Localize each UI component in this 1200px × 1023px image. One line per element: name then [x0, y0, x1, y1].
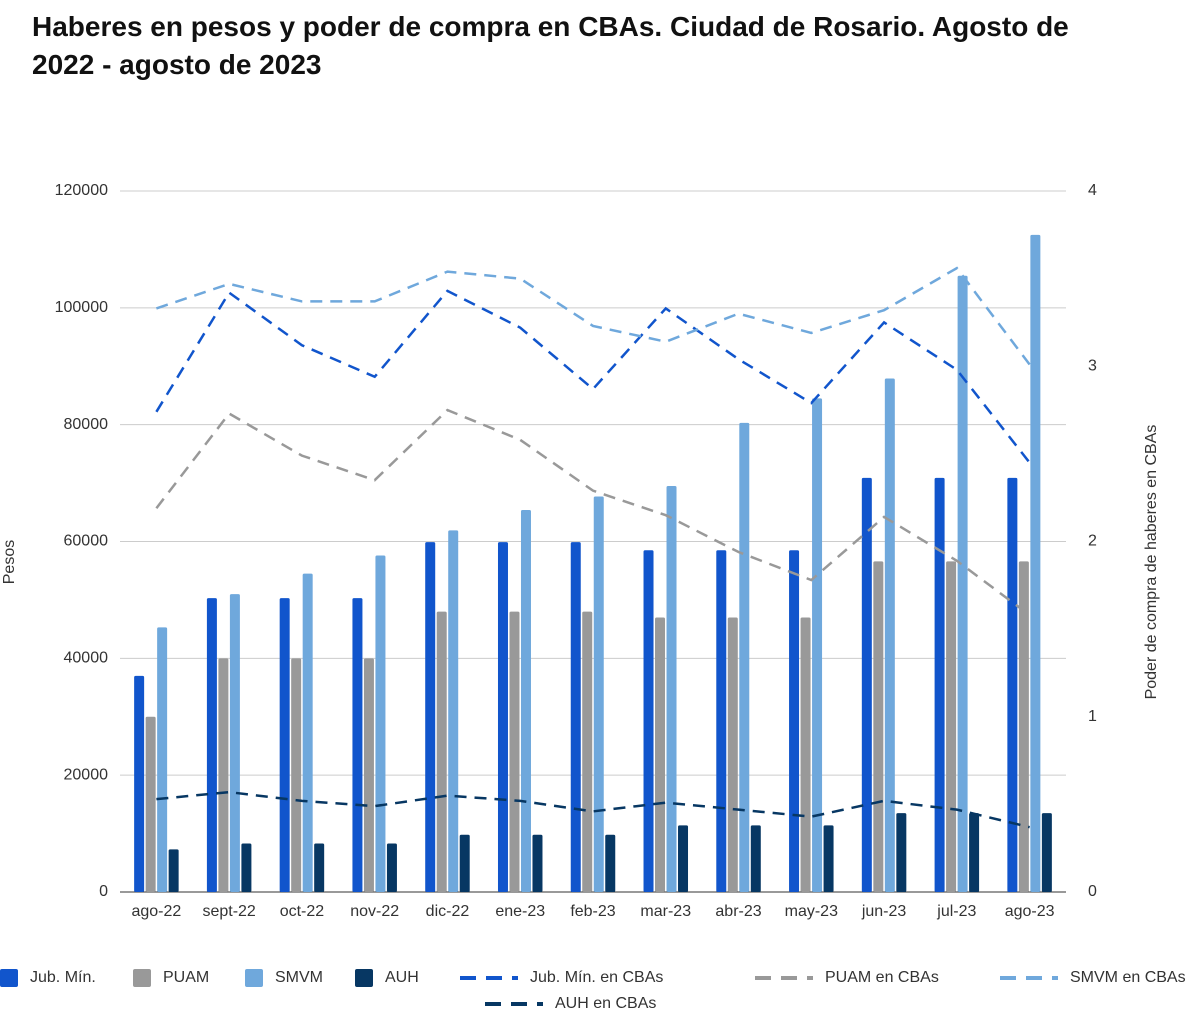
bar — [823, 825, 834, 892]
legend: Jub. Mín. PUAM SMVM AUH Jub. Mín. en CBAs PUA… — [0, 969, 1186, 1012]
bar — [448, 530, 459, 892]
bar — [655, 617, 666, 892]
bar — [582, 611, 593, 892]
legend-label: AUH en CBAs — [555, 995, 656, 1012]
x-tick-label: ago-22 — [131, 903, 181, 920]
y2-tick-label: 2 — [1088, 533, 1097, 550]
bar — [969, 813, 980, 892]
bar — [168, 849, 179, 892]
bar — [812, 398, 823, 892]
y-tick-label: 0 — [99, 883, 108, 900]
x-tick-label: oct-22 — [280, 903, 325, 920]
bar — [884, 378, 895, 893]
y-tick-label: 20000 — [64, 766, 109, 783]
bar — [800, 617, 811, 892]
y-tick-label: 40000 — [64, 650, 109, 667]
y2-tick-label: 3 — [1088, 357, 1097, 374]
y-tick-label: 120000 — [55, 182, 108, 199]
line — [155, 289, 1031, 464]
bar — [229, 594, 240, 892]
legend-label: PUAM en CBAs — [825, 969, 939, 986]
x-tick-label: may-23 — [785, 903, 838, 920]
bar — [520, 509, 531, 892]
bar — [302, 573, 313, 892]
y2-tick-label: 4 — [1088, 182, 1097, 199]
legend-label: PUAM — [163, 969, 209, 986]
line — [156, 790, 1030, 829]
bar — [509, 611, 520, 892]
bar — [570, 542, 581, 892]
legend-swatch — [245, 969, 263, 987]
line — [155, 408, 1031, 617]
legend-label: AUH — [385, 969, 419, 986]
legend-swatch — [355, 969, 373, 987]
y2-tick-label: 0 — [1088, 883, 1097, 900]
bar — [605, 834, 616, 892]
x-tick-label: feb-23 — [570, 903, 615, 920]
bar — [666, 486, 677, 892]
legend-label: SMVM — [275, 969, 323, 986]
x-tick-label: abr-23 — [715, 903, 761, 920]
bar — [643, 550, 654, 892]
bar — [145, 716, 156, 892]
bar — [896, 813, 907, 892]
bar — [241, 843, 252, 892]
bar — [134, 675, 145, 892]
bar — [436, 611, 447, 892]
y-tick-label: 100000 — [55, 299, 108, 316]
bar — [1007, 477, 1018, 892]
y-tick-label: 60000 — [64, 533, 109, 550]
bar — [873, 561, 884, 892]
x-tick-label: ene-23 — [495, 903, 545, 920]
bar — [727, 617, 738, 892]
bar — [934, 477, 945, 892]
x-tick-label: jun-23 — [861, 903, 907, 920]
bar — [375, 555, 386, 892]
bar — [678, 825, 689, 892]
bar — [291, 658, 302, 892]
bar — [218, 658, 229, 892]
x-tick-label: sept-22 — [202, 903, 255, 920]
bar — [1030, 234, 1041, 892]
y2-tick-label: 1 — [1088, 708, 1097, 725]
bar — [1041, 813, 1052, 892]
bar — [279, 598, 290, 892]
legend-label: Jub. Mín. — [30, 969, 96, 986]
y2-axis-title: Poder de compra de haberes en CBAs — [1143, 425, 1160, 700]
bar — [314, 843, 325, 892]
legend-swatch — [133, 969, 151, 987]
bar — [532, 834, 543, 892]
bar — [206, 598, 217, 892]
x-tick-label: jul-23 — [936, 903, 976, 920]
bar — [739, 422, 750, 892]
bar — [157, 627, 168, 892]
bar — [386, 843, 397, 892]
x-tick-label: ago-23 — [1005, 903, 1055, 920]
legend-swatch — [0, 969, 18, 987]
y-tick-label: 80000 — [64, 416, 109, 433]
bar — [363, 658, 374, 892]
bar — [957, 275, 968, 892]
bar — [593, 496, 604, 892]
legend-label: Jub. Mín. en CBAs — [530, 969, 663, 986]
bar — [750, 825, 761, 892]
bar — [789, 550, 800, 892]
x-tick-label: nov-22 — [350, 903, 399, 920]
chart-title: Haberes en pesos y poder de compra en CB… — [32, 11, 1069, 80]
bar — [946, 561, 957, 892]
line — [155, 266, 1031, 366]
x-tick-label: dic-22 — [426, 903, 470, 920]
bar — [1018, 561, 1029, 892]
bar — [861, 477, 872, 892]
bar — [352, 598, 363, 892]
bar — [716, 550, 727, 892]
x-tick-label: mar-23 — [640, 903, 691, 920]
y-axis-title: Pesos — [1, 540, 18, 584]
legend-label: SMVM en CBAs — [1070, 969, 1186, 986]
bar — [425, 542, 436, 892]
bar — [497, 542, 508, 892]
bar — [459, 834, 470, 892]
